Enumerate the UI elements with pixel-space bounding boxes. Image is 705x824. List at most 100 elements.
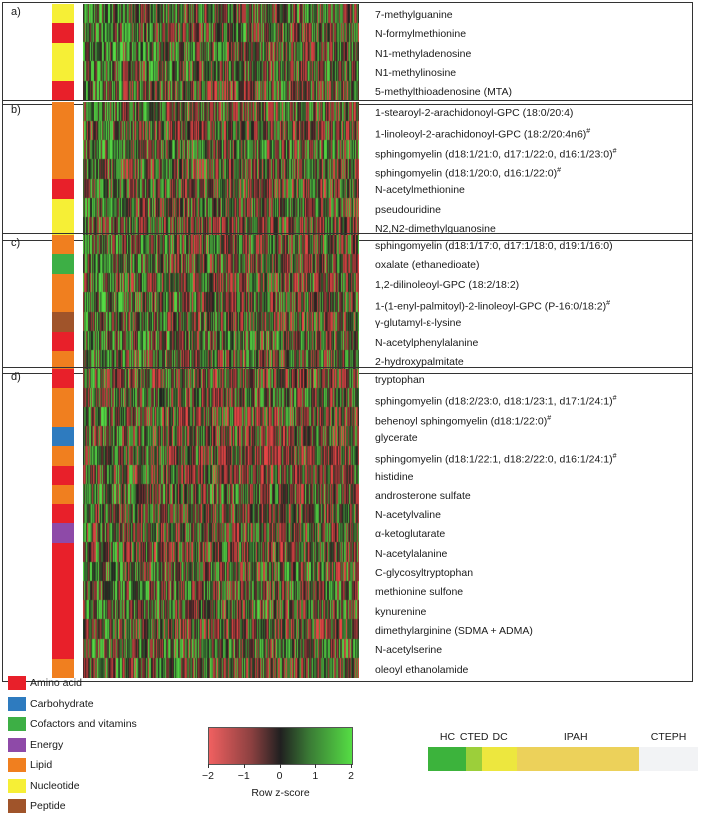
row-label: N-acetylphenylalanine xyxy=(375,336,479,349)
colorbar-gradient xyxy=(208,727,353,765)
row-label: oxalate (ethanedioate) xyxy=(375,259,480,272)
row-label: sphingomyelin (d18:1/21:0, d17:1/22:0, d… xyxy=(375,147,617,161)
row-label: sphingomyelin (d18:1/20:0, d16:1/22:0)# xyxy=(375,166,562,180)
class-cell xyxy=(52,562,74,582)
class-cell xyxy=(52,542,74,563)
row-label: α-ketoglutarate xyxy=(375,528,446,541)
row-label: pseudouridine xyxy=(375,203,441,216)
row-label: tryptophan xyxy=(375,374,425,386)
colorbar-tick xyxy=(208,764,209,768)
colorbar-label: Row z-score xyxy=(251,787,310,799)
legend-swatch xyxy=(8,696,26,711)
class-cell xyxy=(52,639,74,659)
class-cell xyxy=(52,446,74,466)
panel-letter: c) xyxy=(11,237,21,249)
group-label: IPAH xyxy=(563,731,588,743)
legend-item: Peptide xyxy=(8,799,208,813)
row-label: sphingomyelin (d18:1/17:0, d17:1/18:0, d… xyxy=(375,240,613,252)
class-cell xyxy=(52,369,74,389)
class-cell xyxy=(52,140,74,161)
panel-letter: b) xyxy=(11,104,21,116)
legend-item: Amino acid xyxy=(8,676,208,690)
group-label: CTEPH xyxy=(650,731,687,743)
heatmap-rows xyxy=(83,369,359,678)
class-cell xyxy=(52,121,74,142)
legend-swatch xyxy=(8,799,26,813)
row-label: behenoyl sphingomyelin (d18:1/22:0)# xyxy=(375,414,552,428)
legend-item: Cofactors and vitamins xyxy=(8,717,208,731)
panel-d: d) tryptophan sphingomyelin (d18:2/23:0, d… xyxy=(2,367,693,682)
legend-label: Amino acid xyxy=(30,677,82,689)
row-label: sphingomyelin (d18:2/23:0, d18:1/23:1, d… xyxy=(375,395,617,408)
class-cell xyxy=(52,523,74,544)
row-label: androsterone sulfate xyxy=(375,489,471,502)
class-cell xyxy=(52,61,74,82)
row-label: N-acetylserine xyxy=(375,644,443,657)
class-cell xyxy=(52,388,74,409)
class-cell xyxy=(52,217,74,238)
colorbar-tick xyxy=(243,764,245,768)
legend-swatch xyxy=(8,758,26,772)
class-cell xyxy=(52,23,74,44)
class-cell xyxy=(52,331,74,352)
class-cell xyxy=(52,292,74,313)
class-color-bar xyxy=(52,369,74,679)
class-cell xyxy=(52,619,74,640)
class-cell xyxy=(52,102,74,122)
legend-item: Lipid xyxy=(8,758,208,772)
class-cell xyxy=(52,581,74,602)
class-cell xyxy=(52,504,74,524)
row-label: 1-linoleoyl-2-arachidonoyl-GPC (18:2/20:… xyxy=(375,128,591,141)
colorbar-tick-label: 1 xyxy=(312,770,319,782)
colorbar-tick-label: −2 xyxy=(202,770,214,782)
group-label: HC xyxy=(439,731,456,743)
panel-b: b) 1-stearoyl-2-arachidonoyl-GPC (18:0/20… xyxy=(2,100,693,242)
group-bar: HC CTED DC IPAH CTEPH xyxy=(428,731,698,771)
row-label: glycerate xyxy=(375,431,418,444)
row-label: kynurenine xyxy=(375,605,427,618)
class-cell xyxy=(52,42,74,63)
legend-label: Cofactors and vitamins xyxy=(30,718,137,730)
row-label: methionine sulfone xyxy=(375,586,464,599)
row-label: histidine xyxy=(375,470,414,483)
class-cell xyxy=(52,235,74,255)
class-cell xyxy=(52,658,74,679)
row-label: 1-stearoyl-2-arachidonoyl-GPC (18:0/20:4… xyxy=(375,107,574,119)
class-cell xyxy=(52,312,74,332)
panel-a: a) 7-methylguanine N-formylmethionine N1-me… xyxy=(2,2,693,105)
group-segment-hc xyxy=(428,747,466,771)
legend-item: Carbohydrate xyxy=(8,696,208,711)
legend-swatch xyxy=(8,676,26,690)
legend-label: Carbohydrate xyxy=(30,697,94,710)
row-label: N1-methylinosine xyxy=(375,66,457,79)
row-label: dimethylarginine (SDMA + ADMA) xyxy=(375,624,533,637)
class-cell xyxy=(52,484,74,505)
panel-letter: a) xyxy=(11,6,21,18)
panel-c: c) sphingomyelin (d18:1/17:0, d17:1/18:0,… xyxy=(2,233,693,375)
colorbar-tick xyxy=(315,764,317,768)
row-label: oleoyl ethanolamide xyxy=(375,663,469,676)
class-cell xyxy=(52,81,74,101)
row-label: N2,N2-dimethylguanosine xyxy=(375,222,496,235)
class-cell xyxy=(52,350,74,371)
group-label: CTED xyxy=(459,731,489,743)
legend-label: Peptide xyxy=(30,800,66,812)
class-cell xyxy=(52,426,74,447)
legend-swatch xyxy=(8,737,26,752)
heatmap-rows xyxy=(83,4,359,101)
group-label: DC xyxy=(492,731,508,743)
row-label: sphingomyelin (d18:1/22:1, d18:2/22:0, d… xyxy=(375,453,617,466)
row-label: N-formylmethionine xyxy=(375,28,467,41)
group-segment-cteph xyxy=(638,747,698,771)
class-cell xyxy=(52,4,74,24)
class-cell xyxy=(52,465,74,486)
legend-item: Nucleotide xyxy=(8,778,208,793)
legend-label: Energy xyxy=(30,738,64,751)
row-label: 1,2-dilinoleoyl-GPC (18:2/18:2) xyxy=(375,278,520,291)
class-cell xyxy=(52,273,74,294)
colorbar-tick-label: 2 xyxy=(348,770,354,782)
legend-label: Nucleotide xyxy=(30,779,80,792)
colorbar-tick-label: 0 xyxy=(276,770,283,782)
class-color-bar xyxy=(52,235,74,371)
heatmap-rows xyxy=(83,102,359,237)
